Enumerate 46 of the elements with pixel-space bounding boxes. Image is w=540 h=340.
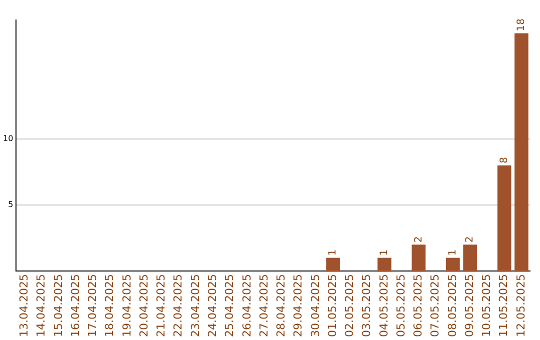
x-tick-label: 18.04.2025 xyxy=(103,274,116,338)
bar xyxy=(326,258,340,272)
x-tick-label: 26.04.2025 xyxy=(240,274,254,338)
x-tick-label: 29.04.2025 xyxy=(292,274,305,338)
x-tick-label: 08.05.2025 xyxy=(446,274,459,338)
x-tick-label: 22.04.2025 xyxy=(172,274,185,338)
bar xyxy=(497,165,512,272)
x-tick-label: 16.04.2025 xyxy=(68,274,82,338)
data-label: 2 xyxy=(413,236,424,243)
x-tick-label: 30.04.2025 xyxy=(308,274,322,338)
x-tick-label: 27.04.2025 xyxy=(257,274,270,338)
x-tick-label: 15.04.2025 xyxy=(52,274,65,338)
x-tick-label: 19.04.2025 xyxy=(120,274,134,338)
y-tick-label: 5 xyxy=(8,200,14,210)
x-tick-label: 20.04.2025 xyxy=(137,274,150,338)
bar xyxy=(412,244,426,272)
x-tick-label: 24.04.2025 xyxy=(206,274,220,338)
data-label: 2 xyxy=(464,236,476,243)
x-tick-label: 09.05.2025 xyxy=(462,274,476,338)
bar xyxy=(446,258,460,272)
x-tick-label: 23.04.2025 xyxy=(188,274,202,338)
x-tick-label: 28.04.2025 xyxy=(274,274,288,338)
x-tick-label: 11.05.2025 xyxy=(497,274,510,338)
x-tick-label: 21.04.2025 xyxy=(154,274,168,338)
data-label: 1 xyxy=(448,249,459,256)
x-tick-label: 02.05.2025 xyxy=(343,274,356,338)
x-tick-label: 25.04.2025 xyxy=(223,274,236,338)
data-label: 8 xyxy=(498,156,510,164)
x-tick-label: 14.04.2025 xyxy=(34,274,48,338)
bar xyxy=(514,33,528,272)
x-tick-label: 13.04.2025 xyxy=(18,274,31,338)
bar xyxy=(463,244,477,272)
data-label: 1 xyxy=(328,249,339,256)
x-tick-label: 12.05.2025 xyxy=(514,274,528,338)
x-tick-label: 07.05.2025 xyxy=(428,274,442,338)
x-tick-label: 01.05.2025 xyxy=(326,274,339,338)
x-tick-label: 03.05.2025 xyxy=(360,274,374,338)
x-tick-label: 06.05.2025 xyxy=(412,274,425,338)
data-label: 18 xyxy=(516,18,528,32)
x-tick-label: 05.05.2025 xyxy=(394,274,408,338)
x-tick-label: 10.05.2025 xyxy=(480,274,494,338)
x-tick-label: 17.04.2025 xyxy=(86,274,100,338)
data-label: 1 xyxy=(379,249,390,256)
y-tick-label: 10 xyxy=(2,134,14,143)
x-tick-label: 04.05.2025 xyxy=(377,274,390,338)
bar xyxy=(378,258,392,272)
